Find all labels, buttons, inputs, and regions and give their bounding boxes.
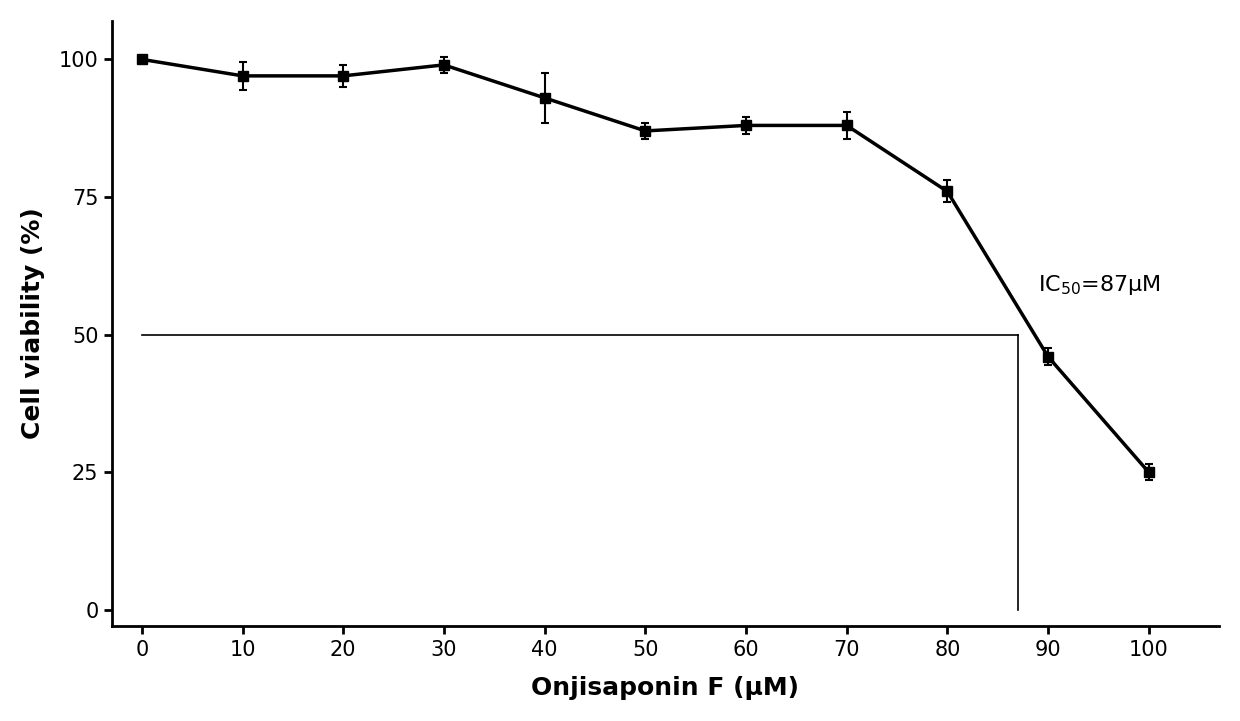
Y-axis label: Cell viability (%): Cell viability (%) xyxy=(21,208,45,439)
X-axis label: Onjisaponin F (μM): Onjisaponin F (μM) xyxy=(532,676,800,700)
Text: IC$_{50}$=87μM: IC$_{50}$=87μM xyxy=(1038,273,1161,296)
